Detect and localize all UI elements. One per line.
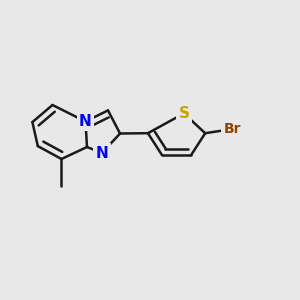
Text: N: N <box>96 146 108 160</box>
Text: Br: Br <box>224 122 241 136</box>
Text: S: S <box>178 106 189 121</box>
Text: N: N <box>79 114 92 129</box>
